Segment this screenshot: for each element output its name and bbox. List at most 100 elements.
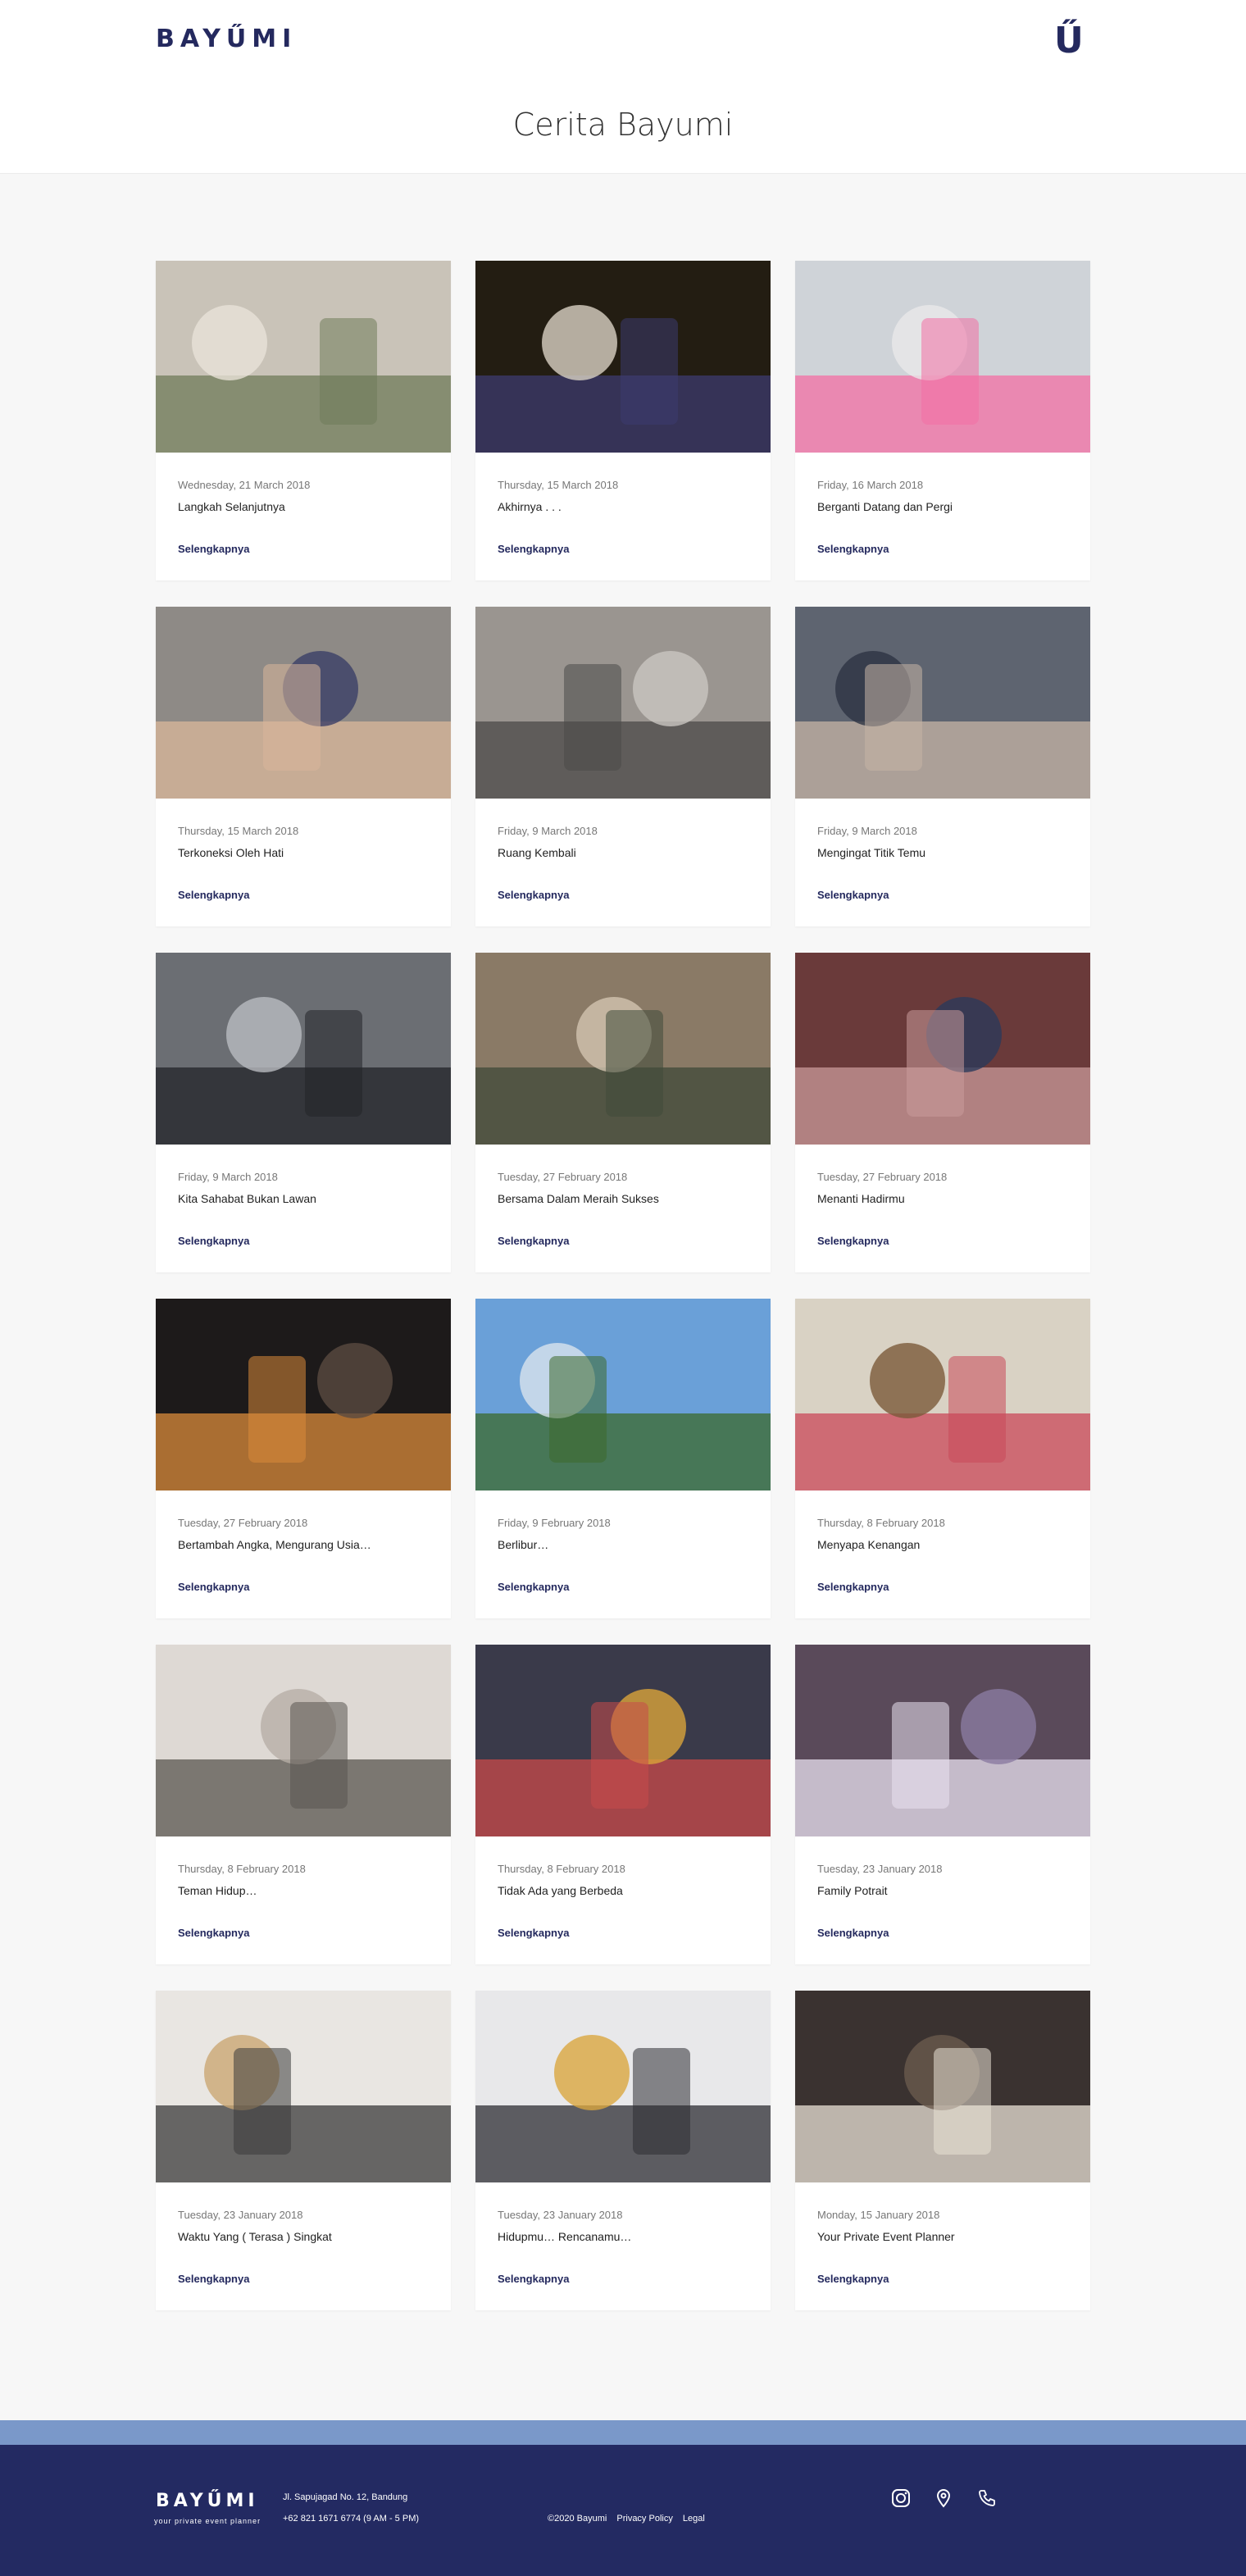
- legal-link[interactable]: Legal: [682, 2514, 705, 2524]
- story-date: Thursday, 8 February 2018: [178, 1863, 306, 1875]
- story-date: Friday, 9 March 2018: [498, 825, 598, 837]
- story-title[interactable]: Your Private Event Planner: [817, 2230, 955, 2243]
- story-date: Thursday, 8 February 2018: [817, 1517, 945, 1529]
- story-title[interactable]: Kita Sahabat Bukan Lawan: [178, 1192, 316, 1205]
- read-more-link[interactable]: Selengkapnya: [178, 543, 250, 555]
- read-more-link[interactable]: Selengkapnya: [498, 543, 570, 555]
- read-more-link[interactable]: Selengkapnya: [817, 2273, 889, 2285]
- story-photo[interactable]: [795, 1645, 1090, 1836]
- story-photo[interactable]: [795, 607, 1090, 799]
- story-title[interactable]: Family Potrait: [817, 1884, 888, 1897]
- read-more-link[interactable]: Selengkapnya: [817, 1927, 889, 1939]
- read-more-link[interactable]: Selengkapnya: [178, 1581, 250, 1593]
- story-date: Thursday, 15 March 2018: [498, 479, 619, 491]
- site-footer: BAYŰMI your private event planner Jl. Sa…: [0, 2445, 1246, 2576]
- story-photo[interactable]: [475, 1991, 771, 2182]
- footer-logo[interactable]: BAYŰMI: [156, 2491, 259, 2511]
- footer-stripe: [0, 2420, 1246, 2445]
- footer-links: ©2020 Bayumi Privacy Policy Legal: [548, 2514, 712, 2524]
- location-pin-icon[interactable]: [933, 2487, 954, 2509]
- story-title[interactable]: Waktu Yang ( Terasa ) Singkat: [178, 2230, 332, 2243]
- read-more-link[interactable]: Selengkapnya: [178, 1927, 250, 1939]
- story-card[interactable]: Tuesday, 27 February 2018 Bertambah Angka…: [156, 1299, 451, 1618]
- story-card[interactable]: Thursday, 8 February 2018 Teman Hidup… Sel…: [156, 1645, 451, 1964]
- story-photo[interactable]: [156, 1991, 451, 2182]
- story-photo[interactable]: [795, 1991, 1090, 2182]
- story-title[interactable]: Teman Hidup…: [178, 1884, 257, 1897]
- read-more-link[interactable]: Selengkapnya: [817, 889, 889, 901]
- read-more-link[interactable]: Selengkapnya: [498, 889, 570, 901]
- story-photo[interactable]: [156, 1645, 451, 1836]
- story-date: Friday, 9 March 2018: [817, 825, 917, 837]
- story-photo[interactable]: [795, 953, 1090, 1145]
- phone-icon[interactable]: [976, 2487, 998, 2509]
- story-date: Tuesday, 23 January 2018: [178, 2209, 303, 2221]
- copyright: ©2020 Bayumi: [548, 2514, 607, 2524]
- read-more-link[interactable]: Selengkapnya: [817, 1235, 889, 1247]
- story-photo[interactable]: [475, 261, 771, 453]
- read-more-link[interactable]: Selengkapnya: [817, 1581, 889, 1593]
- story-photo[interactable]: [156, 607, 451, 799]
- story-card[interactable]: Tuesday, 23 January 2018 Hidupmu… Rencana…: [475, 1991, 771, 2310]
- story-card[interactable]: Friday, 9 March 2018 Ruang Kembali Selengk…: [475, 607, 771, 926]
- story-photo[interactable]: [156, 261, 451, 453]
- read-more-link[interactable]: Selengkapnya: [178, 889, 250, 901]
- story-card[interactable]: Wednesday, 21 March 2018 Langkah Selanjut…: [156, 261, 451, 580]
- story-card[interactable]: Friday, 9 February 2018 Berlibur… Selengka…: [475, 1299, 771, 1618]
- privacy-policy-link[interactable]: Privacy Policy: [616, 2514, 673, 2524]
- story-card[interactable]: Friday, 9 March 2018 Mengingat Titik Temu…: [795, 607, 1090, 926]
- story-title[interactable]: Bertambah Angka, Mengurang Usia…: [178, 1538, 371, 1551]
- story-photo[interactable]: [475, 1645, 771, 1836]
- story-date: Friday, 16 March 2018: [817, 479, 924, 491]
- story-card[interactable]: Monday, 15 January 2018 Your Private Even…: [795, 1991, 1090, 2310]
- story-title[interactable]: Hidupmu… Rencanamu…: [498, 2230, 632, 2243]
- story-card[interactable]: Thursday, 8 February 2018 Menyapa Kenanga…: [795, 1299, 1090, 1618]
- story-card[interactable]: Friday, 9 March 2018 Kita Sahabat Bukan L…: [156, 953, 451, 1272]
- story-photo[interactable]: [475, 607, 771, 799]
- read-more-link[interactable]: Selengkapnya: [498, 2273, 570, 2285]
- story-title[interactable]: Terkoneksi Oleh Hati: [178, 846, 284, 859]
- story-date: Monday, 15 January 2018: [817, 2209, 940, 2221]
- story-title[interactable]: Akhirnya . . .: [498, 500, 562, 513]
- story-title[interactable]: Berganti Datang dan Pergi: [817, 500, 953, 513]
- story-card[interactable]: Thursday, 15 March 2018 Terkoneksi Oleh H…: [156, 607, 451, 926]
- read-more-link[interactable]: Selengkapnya: [817, 543, 889, 555]
- story-date: Tuesday, 27 February 2018: [817, 1171, 948, 1183]
- story-title[interactable]: Menyapa Kenangan: [817, 1538, 921, 1551]
- story-date: Thursday, 8 February 2018: [498, 1863, 625, 1875]
- read-more-link[interactable]: Selengkapnya: [498, 1581, 570, 1593]
- footer-phone: +62 821 1671 6774 (9 AM - 5 PM): [283, 2514, 420, 2524]
- logo[interactable]: BAYŰMI: [156, 25, 298, 53]
- story-card[interactable]: Tuesday, 27 February 2018 Menanti Hadirmu…: [795, 953, 1090, 1272]
- story-date: Tuesday, 27 February 2018: [498, 1171, 628, 1183]
- instagram-icon[interactable]: [890, 2487, 912, 2509]
- story-card[interactable]: Tuesday, 23 January 2018 Family Potrait Se…: [795, 1645, 1090, 1964]
- logo-mark-icon[interactable]: Ű: [1054, 20, 1084, 61]
- story-date: Tuesday, 23 January 2018: [498, 2209, 623, 2221]
- read-more-link[interactable]: Selengkapnya: [498, 1235, 570, 1247]
- story-title[interactable]: Berlibur…: [498, 1538, 549, 1551]
- story-title[interactable]: Bersama Dalam Meraih Sukses: [498, 1192, 659, 1205]
- story-card[interactable]: Thursday, 8 February 2018 Tidak Ada yang …: [475, 1645, 771, 1964]
- site-header: BAYŰMI Ű Cerita Bayumi: [0, 0, 1246, 174]
- story-photo[interactable]: [475, 953, 771, 1145]
- story-date: Friday, 9 March 2018: [178, 1171, 278, 1183]
- read-more-link[interactable]: Selengkapnya: [498, 1927, 570, 1939]
- story-photo[interactable]: [156, 1299, 451, 1491]
- story-card[interactable]: Tuesday, 27 February 2018 Bersama Dalam M…: [475, 953, 771, 1272]
- footer-social-icons: [890, 2487, 1016, 2513]
- story-photo[interactable]: [795, 1299, 1090, 1491]
- read-more-link[interactable]: Selengkapnya: [178, 1235, 250, 1247]
- story-title[interactable]: Ruang Kembali: [498, 846, 576, 859]
- story-card[interactable]: Thursday, 15 March 2018 Akhirnya . . . Sel…: [475, 261, 771, 580]
- story-title[interactable]: Tidak Ada yang Berbeda: [498, 1884, 623, 1897]
- story-title[interactable]: Langkah Selanjutnya: [178, 500, 285, 513]
- read-more-link[interactable]: Selengkapnya: [178, 2273, 250, 2285]
- story-card[interactable]: Tuesday, 23 January 2018 Waktu Yang ( Ter…: [156, 1991, 451, 2310]
- story-card[interactable]: Friday, 16 March 2018 Berganti Datang dan…: [795, 261, 1090, 580]
- story-photo[interactable]: [156, 953, 451, 1145]
- story-title[interactable]: Mengingat Titik Temu: [817, 846, 926, 859]
- story-photo[interactable]: [475, 1299, 771, 1491]
- story-title[interactable]: Menanti Hadirmu: [817, 1192, 905, 1205]
- story-photo[interactable]: [795, 261, 1090, 453]
